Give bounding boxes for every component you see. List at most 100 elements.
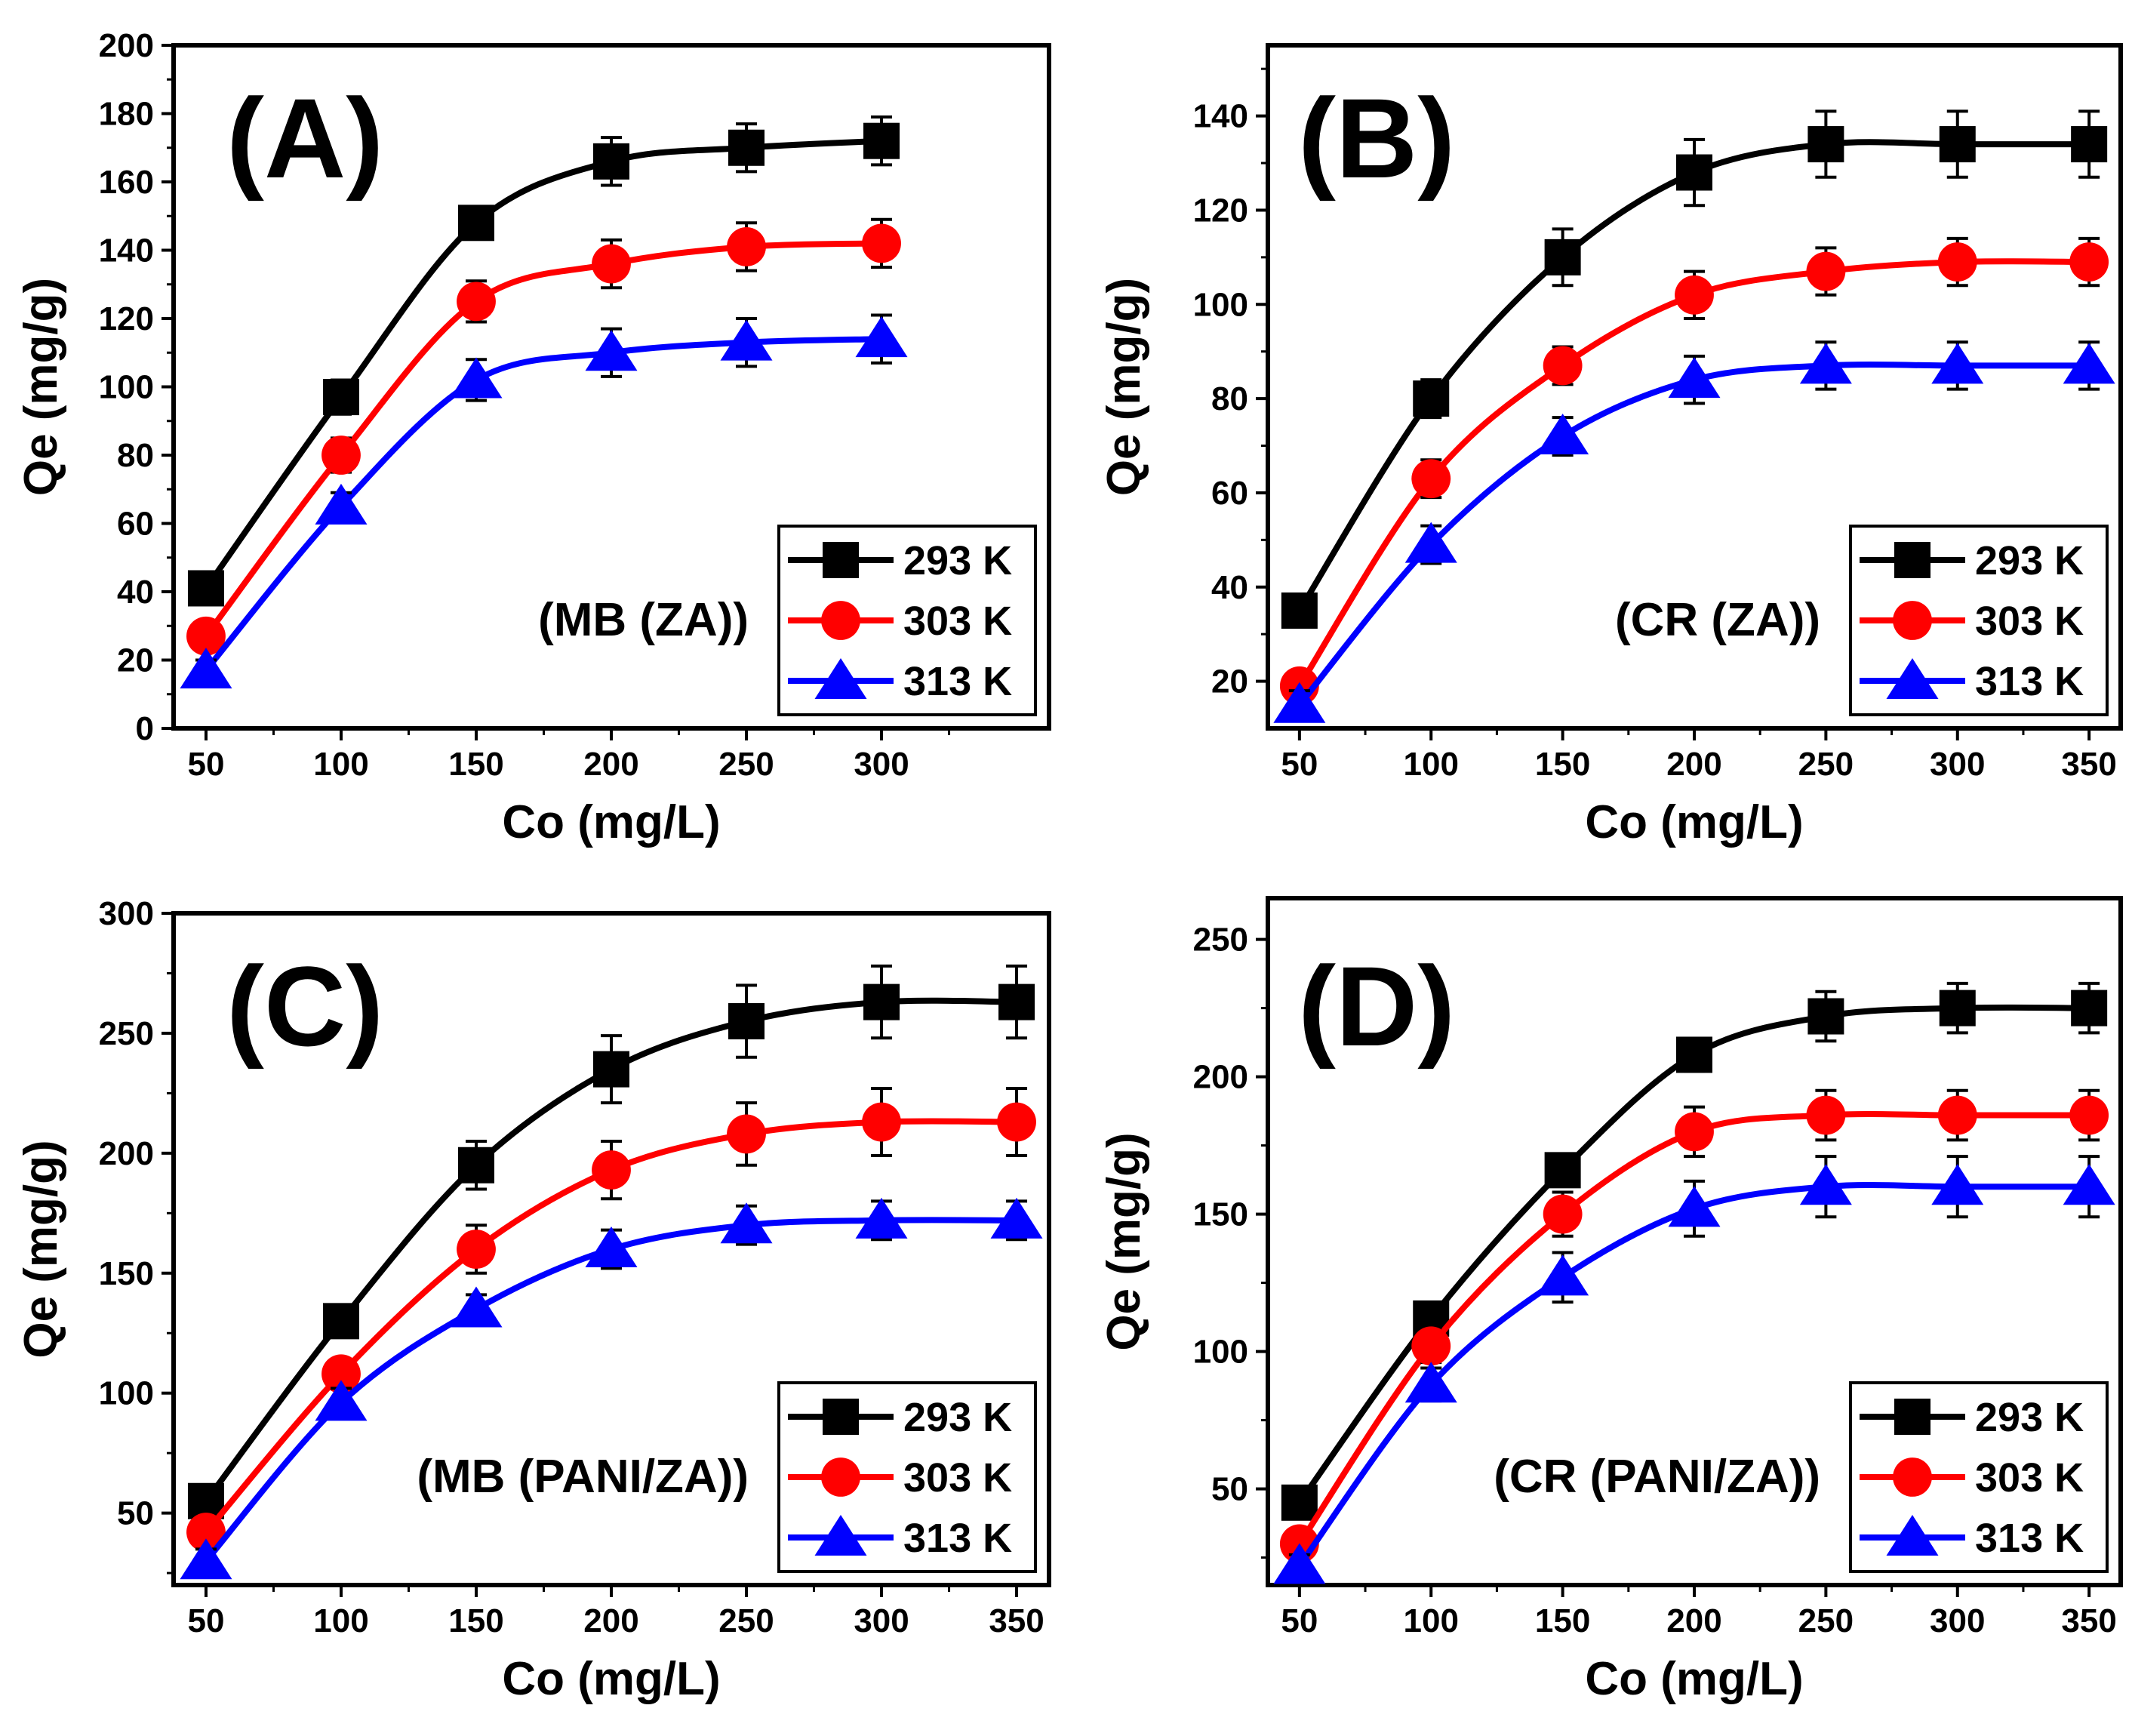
data-point xyxy=(321,1354,361,1394)
panel-letter: (C) xyxy=(226,943,383,1070)
x-tick-label: 150 xyxy=(1535,1602,1590,1639)
data-point xyxy=(315,1380,368,1421)
data-point xyxy=(457,205,494,242)
x-tick-label: 350 xyxy=(2061,746,2116,783)
data-point xyxy=(1937,242,1977,282)
data-point xyxy=(186,616,226,656)
series-313-K xyxy=(180,1197,1043,1580)
y-tick-label: 20 xyxy=(1211,663,1248,700)
x-tick-label: 150 xyxy=(448,746,503,783)
legend-marker xyxy=(1893,1457,1932,1497)
data-point xyxy=(585,1227,638,1267)
x-tick-label: 50 xyxy=(187,746,224,783)
data-point xyxy=(1668,1186,1721,1227)
data-point xyxy=(450,1286,503,1328)
data-point xyxy=(1676,1036,1712,1073)
y-tick-label: 180 xyxy=(99,96,154,133)
y-tick-label: 80 xyxy=(1211,380,1248,417)
x-tick-label: 150 xyxy=(448,1602,503,1639)
legend-marker xyxy=(1886,658,1939,699)
y-tick-label: 0 xyxy=(136,710,154,747)
data-point xyxy=(1411,1326,1451,1366)
data-point xyxy=(1939,990,1976,1027)
data-point xyxy=(450,357,503,399)
panel-annotation: (CR (PANI/ZA)) xyxy=(1494,1451,1820,1503)
y-tick-label: 40 xyxy=(1211,569,1248,606)
y-tick-label: 100 xyxy=(1193,286,1248,323)
legend-label: 293 K xyxy=(903,1395,1012,1440)
x-tick-label: 200 xyxy=(583,746,638,783)
data-point xyxy=(180,1538,232,1580)
y-tick-label: 250 xyxy=(1193,922,1248,959)
x-tick-label: 100 xyxy=(313,1602,368,1639)
series-293-K xyxy=(187,964,1035,1519)
data-point xyxy=(728,129,765,166)
x-axis-label: Co (mg/L) xyxy=(1585,796,1803,848)
data-point xyxy=(457,1147,494,1183)
legend-marker xyxy=(1893,601,1932,640)
y-axis-label: Qe (mg/g) xyxy=(15,1140,67,1358)
series-303-K xyxy=(186,1087,1036,1552)
x-tick-label: 350 xyxy=(989,1602,1044,1639)
legend-marker xyxy=(1894,542,1930,578)
data-point xyxy=(592,244,631,284)
panel-annotation: (CR (ZA)) xyxy=(1615,594,1820,646)
panel-annotation: (MB (PANI/ZA)) xyxy=(417,1451,749,1503)
data-point xyxy=(855,1197,908,1239)
data-point xyxy=(2069,1095,2109,1135)
data-point xyxy=(1806,1095,1846,1135)
data-point xyxy=(1937,1095,1977,1135)
legend-marker xyxy=(814,1515,867,1556)
legend: 293 K 303 K 313 K xyxy=(1849,1381,2109,1573)
panel-a: 50 100 150 200 250 300 0 20 40 60 80 100 120 140 160 18… xyxy=(15,27,1051,848)
legend-marker xyxy=(823,1399,859,1435)
data-point xyxy=(1675,1112,1714,1152)
data-point xyxy=(2063,343,2115,384)
x-tick-label: 350 xyxy=(2061,1602,2116,1639)
legend-marker xyxy=(1886,1515,1939,1556)
panel-letter: (D) xyxy=(1298,943,1455,1070)
data-point xyxy=(592,1150,631,1190)
legend-label: 293 K xyxy=(1975,538,2084,583)
data-point xyxy=(315,483,368,525)
x-tick-label: 150 xyxy=(1535,746,1590,783)
y-tick-label: 50 xyxy=(117,1495,154,1532)
data-point xyxy=(2069,242,2109,282)
data-point xyxy=(863,122,900,159)
legend: 293 K 303 K 313 K xyxy=(777,1381,1037,1573)
legend-marker xyxy=(821,1457,860,1497)
data-point xyxy=(593,1051,629,1088)
x-axis-label: Co (mg/L) xyxy=(502,1653,720,1705)
data-point xyxy=(180,648,232,689)
y-tick-label: 200 xyxy=(99,1135,154,1172)
x-tick-label: 50 xyxy=(1281,746,1318,783)
y-tick-label: 100 xyxy=(1193,1334,1248,1371)
data-point xyxy=(1537,1254,1589,1296)
x-tick-label: 300 xyxy=(1930,746,1985,783)
panel-b: 50 100 150 200 250 300 350 20 40 60 80 100 120 140 Co … xyxy=(1098,43,2123,848)
data-point xyxy=(1411,459,1451,499)
data-point xyxy=(855,316,908,358)
x-tick-label: 200 xyxy=(583,1602,638,1639)
legend-label: 293 K xyxy=(903,538,1012,583)
x-axis-label: Co (mg/L) xyxy=(1585,1653,1803,1705)
data-point xyxy=(862,1102,901,1142)
data-point xyxy=(727,227,766,266)
legend-label: 313 K xyxy=(1975,1516,2084,1561)
data-point xyxy=(1544,1152,1581,1189)
data-point xyxy=(1281,592,1318,629)
legend-label: 303 K xyxy=(903,1455,1012,1501)
data-point xyxy=(1931,1164,1984,1205)
y-tick-label: 40 xyxy=(117,574,154,611)
data-point xyxy=(1404,1362,1457,1403)
data-point xyxy=(1413,380,1450,417)
x-tick-label: 100 xyxy=(313,746,368,783)
panel-annotation: (MB (ZA)) xyxy=(538,594,749,646)
data-point xyxy=(457,1230,496,1269)
data-point xyxy=(1544,239,1581,275)
panel-letter: (A) xyxy=(226,75,383,202)
legend-marker xyxy=(821,601,860,640)
data-point xyxy=(2071,126,2108,163)
data-point xyxy=(1939,126,1976,163)
data-point xyxy=(1543,346,1583,386)
